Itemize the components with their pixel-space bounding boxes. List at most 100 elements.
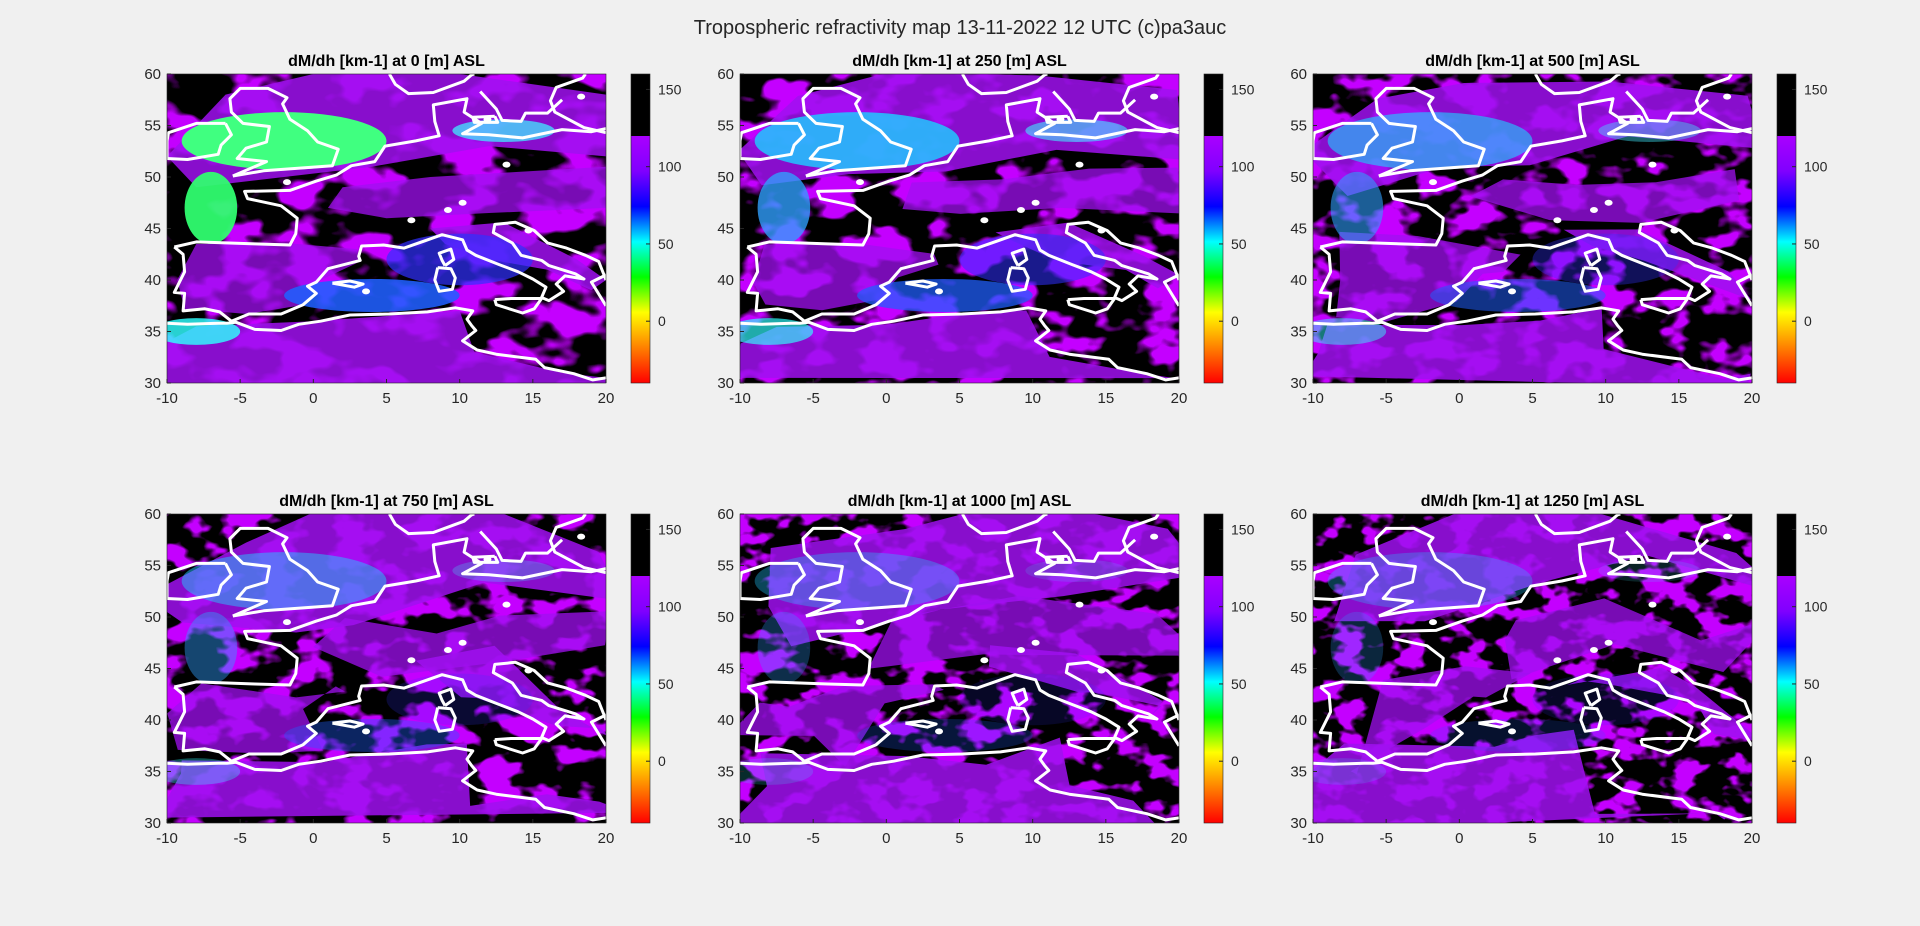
coastline-island — [362, 288, 371, 295]
colorbar-tick-label: 0 — [1804, 313, 1812, 329]
coastline — [1617, 114, 1646, 124]
duct-highlight — [754, 552, 960, 610]
coastline — [746, 537, 1179, 689]
colorbar-tick-label: 50 — [1231, 236, 1247, 252]
coastline-island — [577, 93, 586, 100]
coastline — [1318, 660, 1752, 763]
x-tick-label: -5 — [806, 390, 819, 407]
x-tick-label: 20 — [598, 390, 615, 407]
colorbar-scale — [1776, 73, 1797, 384]
coastline-island — [1604, 639, 1613, 646]
field-region — [740, 684, 944, 767]
field-region — [177, 242, 361, 314]
coastline-island — [1056, 556, 1065, 563]
y-tick-label: 45 — [1290, 661, 1307, 678]
coastline-island — [1075, 161, 1084, 168]
x-tick-label: 15 — [524, 830, 541, 847]
duct-highlight — [959, 233, 1106, 286]
panel-750m: dM/dh [km-1] at 750 [m] ASL -10 -5 0 5 10 15 20… — [144, 493, 681, 847]
y-tick-label: 30 — [1290, 375, 1307, 392]
x-tick-label: 20 — [1171, 830, 1188, 847]
y-tick-label: 40 — [717, 712, 734, 729]
y-tick-label: 45 — [717, 221, 734, 238]
x-tick-label: -5 — [806, 830, 819, 847]
coastline-island — [483, 556, 492, 563]
coastline — [1625, 530, 1710, 563]
y-tick-label: 45 — [144, 221, 161, 238]
coastline — [1534, 74, 1621, 96]
coastline-island — [1670, 667, 1679, 674]
coastline — [1066, 297, 1117, 315]
colorbar-scale — [1776, 513, 1797, 824]
panel-title: dM/dh [km-1] at 750 [m] ASL — [279, 493, 494, 510]
colorbar: 0 50 100 150 — [1776, 73, 1828, 384]
coastline-island — [855, 179, 864, 186]
y-tick-label: 60 — [144, 66, 161, 83]
colorbar-tick-label: 150 — [1231, 81, 1255, 97]
x-tick-label: 20 — [1744, 830, 1761, 847]
coastline — [589, 713, 606, 747]
y-tick-label: 55 — [717, 558, 734, 575]
x-tick-label: 10 — [451, 830, 468, 847]
coastline-island — [1031, 199, 1040, 206]
y-tick-label: 35 — [1290, 324, 1307, 341]
x-tick-label: -5 — [233, 830, 246, 847]
coastline-island — [1031, 639, 1040, 646]
colorbar-tick-label: 50 — [1804, 236, 1820, 252]
coastline-island — [1428, 619, 1437, 626]
y-tick-label: 50 — [1290, 609, 1307, 626]
coastline — [437, 247, 456, 267]
duct-highlight — [184, 171, 238, 244]
colorbar-tick-label: 0 — [1231, 313, 1239, 329]
coastline — [1162, 713, 1179, 747]
coastline-island — [407, 657, 416, 664]
duct-highlight — [1430, 278, 1606, 312]
coastline-island — [483, 116, 492, 123]
x-tick-label: -10 — [156, 390, 178, 407]
coastline — [479, 530, 564, 563]
duct-highlight — [1327, 552, 1533, 610]
y-tick-label: 45 — [144, 661, 161, 678]
coastline — [1694, 514, 1752, 575]
field-region — [1336, 231, 1521, 323]
coastline — [493, 737, 544, 755]
coastline — [167, 561, 233, 601]
field-region — [1350, 666, 1531, 775]
y-tick-label: 50 — [1290, 169, 1307, 186]
coastline — [740, 561, 806, 601]
coastline — [801, 526, 913, 618]
coastline — [1121, 514, 1179, 575]
coastline — [745, 660, 1179, 763]
coastline-island — [1670, 227, 1679, 234]
coastline — [746, 97, 1179, 249]
duct-highlight — [1430, 718, 1606, 752]
duct-highlight — [857, 278, 1033, 312]
panel-title: dM/dh [km-1] at 0 [m] ASL — [288, 53, 485, 70]
colorbar-tick-label: 50 — [658, 236, 674, 252]
coastline-island — [1428, 179, 1437, 186]
coastline-island — [1016, 206, 1025, 213]
coastline-island — [1648, 601, 1657, 608]
x-tick-label: -5 — [1379, 390, 1392, 407]
coastline-island — [1723, 93, 1732, 100]
coastline — [745, 220, 1179, 323]
coastline — [740, 746, 1179, 822]
coastline-island — [524, 227, 533, 234]
field-region — [415, 645, 606, 736]
coastline-island — [282, 179, 291, 186]
refractivity-field — [1313, 74, 1752, 383]
coastline — [740, 306, 1179, 382]
colorbar-tick-label: 100 — [1231, 159, 1255, 175]
coastline — [1478, 719, 1511, 729]
duct-highlight — [1330, 171, 1384, 244]
coastline-island — [1056, 116, 1065, 123]
colorbar-tick-label: 0 — [658, 313, 666, 329]
y-tick-label: 55 — [144, 118, 161, 135]
coastline — [1694, 74, 1752, 135]
x-tick-label: 5 — [955, 390, 963, 407]
y-tick-label: 60 — [1290, 506, 1307, 523]
coastline-island — [1604, 199, 1613, 206]
colorbar: 0 50 100 150 — [1203, 513, 1255, 824]
